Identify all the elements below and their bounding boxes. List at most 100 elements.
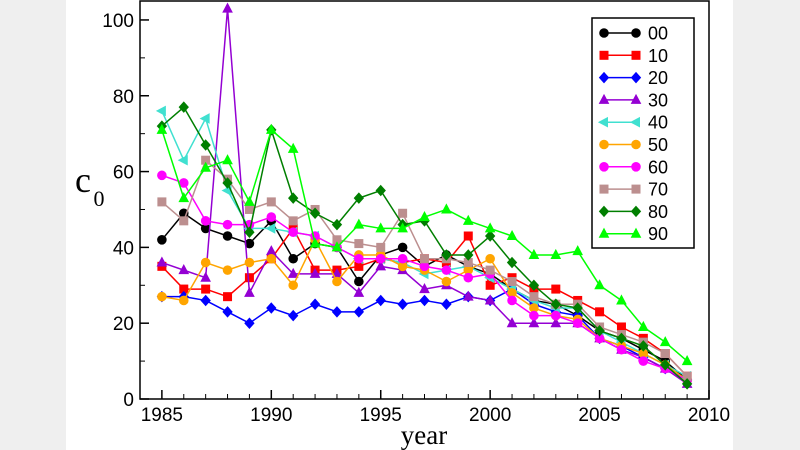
x-tick-label: 2005 [578, 405, 620, 426]
data-point [528, 279, 540, 292]
data-point [441, 249, 452, 261]
legend-marker [598, 205, 610, 218]
legend-marker [631, 28, 641, 38]
data-point [244, 204, 254, 214]
data-point [660, 349, 670, 359]
legend-label: 70 [648, 180, 668, 200]
data-point [397, 242, 408, 253]
data-point [397, 298, 408, 310]
data-point [638, 320, 649, 331]
legend-item: 80 [598, 202, 668, 222]
data-point [309, 298, 321, 310]
data-point [594, 279, 605, 290]
data-point [157, 170, 167, 181]
data-point [155, 105, 166, 117]
data-point [551, 310, 561, 321]
data-point [157, 235, 167, 245]
data-point [595, 307, 605, 317]
data-point [288, 192, 299, 204]
y-axis: 0 20 40 60 80 100 [102, 11, 149, 411]
y-axis-title: c 0 [75, 160, 104, 211]
data-point [156, 256, 168, 267]
data-point [594, 325, 605, 337]
data-point [265, 123, 277, 134]
legend-marker [599, 28, 609, 38]
data-point [353, 306, 365, 318]
y-tick-label: 20 [113, 314, 134, 335]
legend-item: 50 [599, 135, 668, 155]
data-point [288, 280, 298, 291]
data-point [354, 276, 364, 287]
data-point [397, 222, 408, 233]
data-point [287, 267, 299, 278]
data-point [660, 359, 671, 371]
data-point [529, 292, 539, 302]
data-point [178, 178, 189, 188]
legend-label: 00 [648, 24, 668, 44]
data-point [463, 272, 474, 283]
data-point [485, 265, 495, 275]
data-point [550, 298, 561, 310]
legend-marker [599, 184, 609, 194]
data-point [398, 208, 408, 218]
legend-marker [599, 50, 609, 60]
data-point [179, 216, 189, 226]
data-point [551, 284, 561, 294]
data-point [200, 161, 211, 172]
data-point [375, 253, 386, 264]
legend-label: 80 [648, 202, 668, 222]
legend-label: 10 [648, 46, 668, 66]
data-point [484, 222, 496, 233]
x-tick-label: 2000 [469, 405, 511, 426]
data-point [156, 123, 168, 134]
legend-marker [631, 162, 641, 172]
y-axis-title-main: c [75, 160, 91, 200]
data-point [178, 295, 189, 306]
data-point [266, 302, 277, 314]
data-point [462, 290, 474, 301]
data-point [659, 336, 671, 347]
data-point [484, 294, 496, 305]
data-point [375, 294, 386, 307]
data-point [550, 248, 562, 259]
data-point [200, 216, 211, 226]
data-point [419, 210, 430, 222]
data-point [265, 245, 277, 256]
data-point [157, 197, 167, 207]
data-point [222, 2, 233, 13]
legend-label: 40 [648, 113, 668, 133]
x-axis-title: year [401, 420, 447, 450]
x-tick-label: 1985 [141, 405, 183, 426]
data-point [201, 284, 211, 294]
data-point [507, 276, 517, 286]
data-point [528, 317, 540, 328]
data-point [506, 317, 518, 328]
data-point [485, 253, 495, 264]
left-margin [0, 0, 66, 450]
data-point [638, 340, 649, 352]
data-point [244, 195, 255, 206]
legend-marker [630, 227, 642, 238]
data-point [331, 218, 343, 231]
legend-label: 30 [648, 90, 668, 110]
legend-item: 10 [599, 46, 668, 66]
data-point [244, 226, 255, 238]
legend-marker [597, 116, 608, 128]
data-point [266, 253, 277, 264]
x-tick-label: 2010 [688, 405, 730, 426]
data-point [288, 253, 298, 264]
data-point [463, 231, 473, 241]
data-point [616, 332, 627, 345]
legend-item: 40 [597, 113, 668, 133]
data-point [353, 218, 365, 229]
data-point [441, 265, 452, 275]
data-point [222, 177, 233, 189]
y-axis-title-subscript: 0 [94, 186, 105, 211]
legend-marker [598, 227, 610, 238]
data-point [616, 294, 627, 305]
data-point [266, 212, 277, 222]
data-point [309, 237, 321, 248]
data-point [376, 242, 386, 252]
data-point [309, 267, 321, 278]
